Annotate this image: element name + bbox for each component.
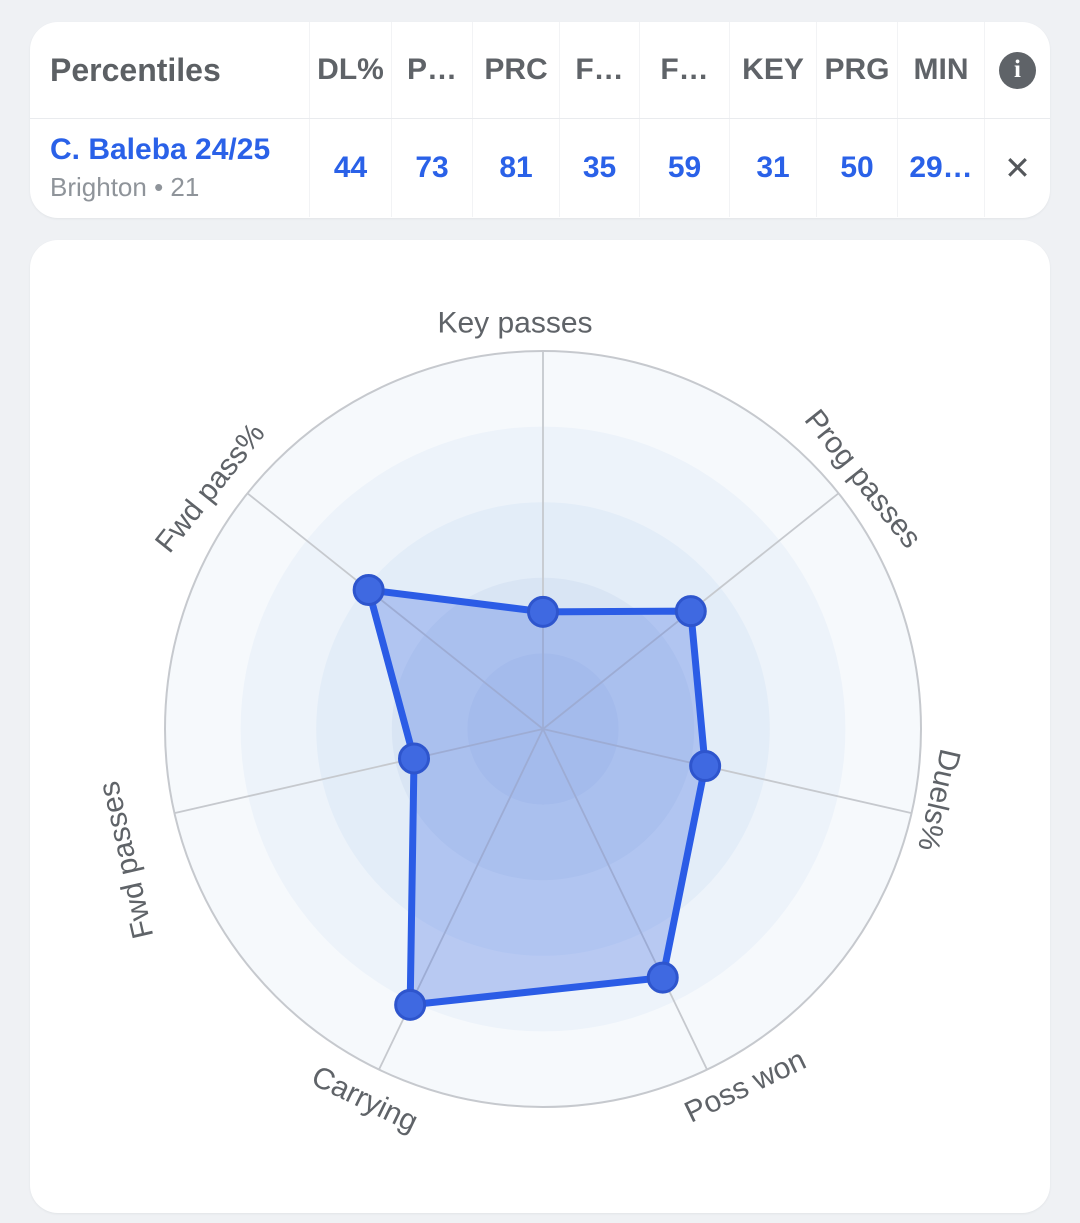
player-name-cell: C. Baleba 24/25 Brighton • 21 <box>50 119 309 217</box>
column-header-3: F… <box>559 22 639 118</box>
player-values: 44 73 81 35 59 31 50 29… <box>309 119 984 217</box>
radar-axis-line-3 <box>542 728 708 1070</box>
player-name-link[interactable]: C. Baleba 24/25 <box>50 133 271 166</box>
radar-axis-line-2 <box>542 728 912 814</box>
player-row: C. Baleba 24/25 Brighton • 21 44 73 81 35 59… <box>30 119 1050 217</box>
column-header-7: MIN <box>897 22 984 118</box>
player-value-0: 44 <box>309 119 391 217</box>
radar-axis-label-0: Key passes <box>437 307 592 340</box>
radar-axis-label-5: Fwd passes <box>92 778 160 941</box>
player-club-age: Brighton • 21 <box>50 172 200 202</box>
radar-point-5 <box>398 742 431 775</box>
table-header-row: Percentiles DL% P… PRC F… F… KEY PRG MIN i <box>30 22 1050 119</box>
radar-series-polygon <box>365 586 709 1009</box>
info-icon[interactable]: i <box>999 51 1036 89</box>
column-header-6: PRG <box>816 22 897 118</box>
remove-player-button[interactable]: ✕ <box>1004 152 1031 184</box>
info-icon-glyph: i <box>1014 56 1021 83</box>
radar-axis-line-5 <box>174 728 544 814</box>
radar-point-3 <box>646 961 679 994</box>
player-value-6: 50 <box>816 119 897 217</box>
radar-point-2 <box>689 750 722 783</box>
radar-point-4 <box>394 988 427 1021</box>
radar-point-0 <box>527 595 559 628</box>
player-value-4: 59 <box>639 119 729 217</box>
column-header-0: DL% <box>309 22 391 118</box>
player-value-2: 81 <box>472 119 559 217</box>
info-cell: i <box>984 22 1050 118</box>
remove-cell: ✕ <box>984 119 1050 217</box>
player-value-1: 73 <box>391 119 472 217</box>
table-column-headers: DL% P… PRC F… F… KEY PRG MIN <box>309 22 984 118</box>
player-value-7: 29… <box>897 119 984 217</box>
player-value-3: 35 <box>559 119 639 217</box>
column-header-4: F… <box>639 22 729 118</box>
column-header-5: KEY <box>729 22 816 118</box>
radar-point-1 <box>674 595 707 628</box>
close-icon: ✕ <box>1004 150 1031 186</box>
player-value-5: 31 <box>729 119 816 217</box>
column-header-1: P… <box>391 22 472 118</box>
percentiles-card: Percentiles DL% P… PRC F… F… KEY PRG MIN i C. B… <box>30 22 1050 218</box>
column-header-2: PRC <box>472 22 559 118</box>
radar-chart-card: Key passes Prog passes Duels% Poss won Carry… <box>30 240 1050 1213</box>
radar-axis-line-6 <box>246 492 544 730</box>
table-title: Percentiles <box>50 51 221 88</box>
radar-point-6 <box>352 573 385 606</box>
